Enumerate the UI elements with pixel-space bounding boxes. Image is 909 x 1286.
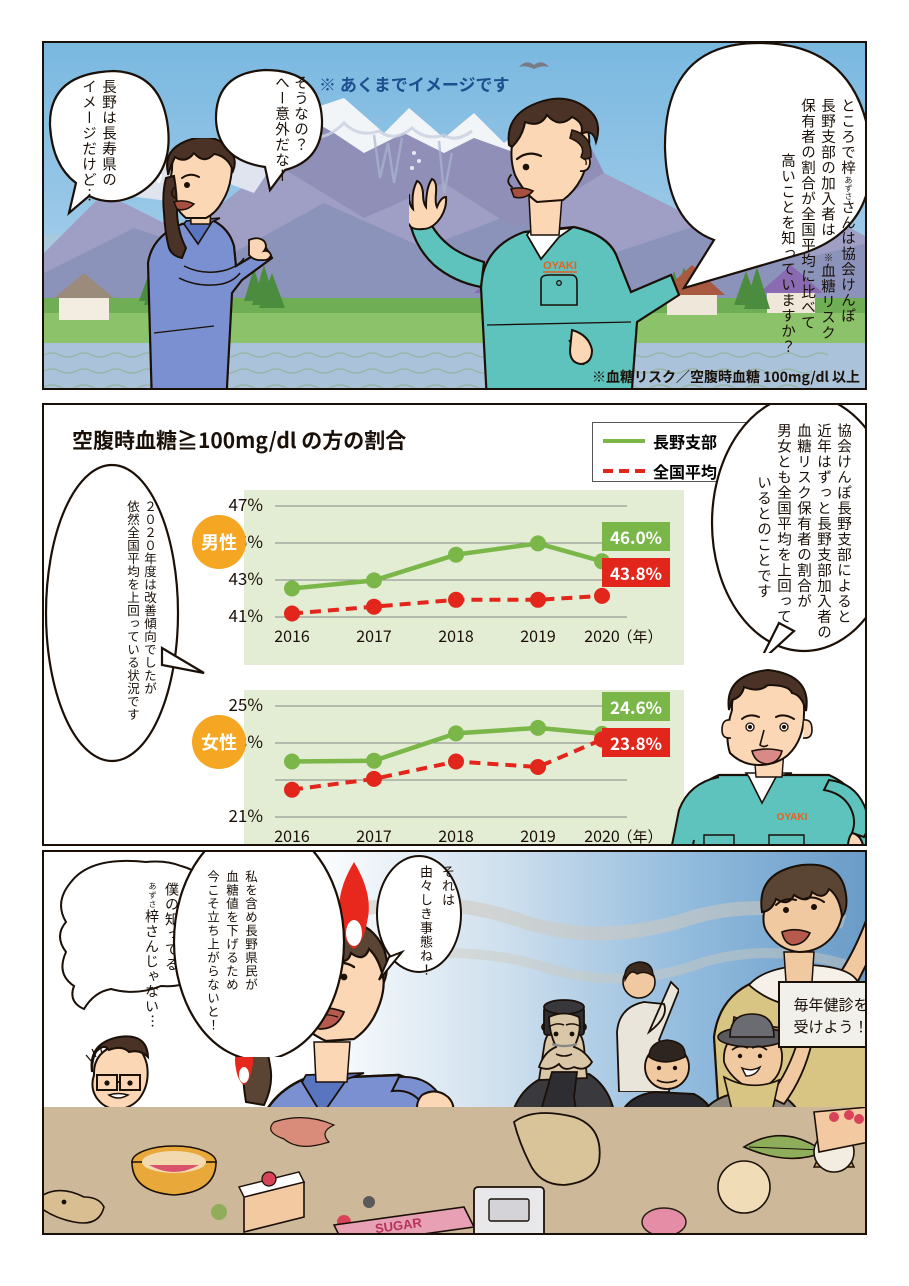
svg-text:（年）: （年） bbox=[617, 626, 657, 647]
svg-text:43%: 43% bbox=[228, 565, 263, 590]
svg-text:47%: 47% bbox=[228, 496, 263, 516]
svg-text:25%: 25% bbox=[228, 696, 263, 716]
svg-text:2018: 2018 bbox=[438, 623, 474, 647]
svg-text:2016: 2016 bbox=[274, 623, 310, 647]
svg-text:21%: 21% bbox=[228, 802, 263, 827]
svg-text:2019: 2019 bbox=[520, 823, 556, 846]
svg-text:2020: 2020 bbox=[584, 623, 620, 647]
svg-text:OYAKI: OYAKI bbox=[777, 812, 808, 823]
svg-text:2016: 2016 bbox=[274, 823, 310, 846]
svg-text:2017: 2017 bbox=[356, 823, 392, 846]
svg-text:（年）: （年） bbox=[617, 826, 657, 846]
svg-text:41%: 41% bbox=[228, 602, 263, 627]
svg-text:2018: 2018 bbox=[438, 823, 474, 846]
svg-text:OYAKI: OYAKI bbox=[543, 260, 577, 272]
svg-text:2017: 2017 bbox=[356, 623, 392, 647]
svg-text:2019: 2019 bbox=[520, 623, 556, 647]
svg-text:受けよう！: 受けよう！ bbox=[793, 1016, 867, 1037]
svg-text:毎年健診を: 毎年健診を bbox=[793, 994, 867, 1015]
svg-text:2020: 2020 bbox=[584, 823, 620, 846]
